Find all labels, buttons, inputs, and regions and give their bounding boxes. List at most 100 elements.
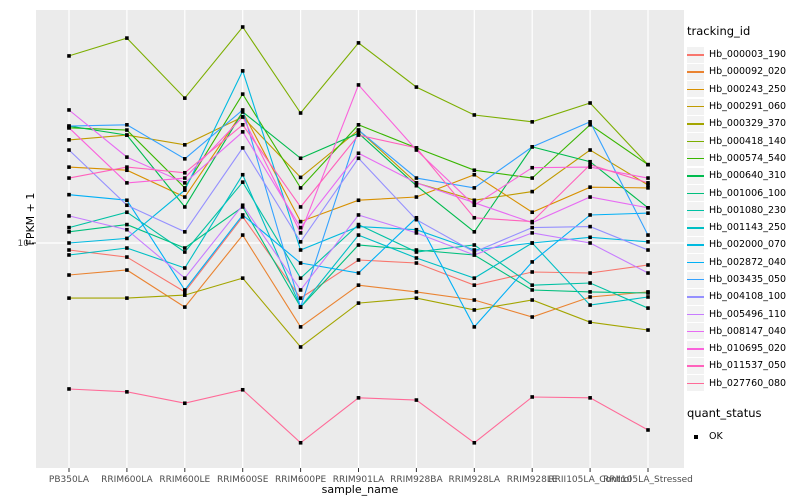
- data-point: [646, 206, 650, 210]
- data-point: [588, 195, 592, 199]
- x-tick-label: RRIM600SE: [217, 475, 269, 485]
- legend-label: Hb_000243_250: [709, 83, 787, 95]
- legend-item-Hb_001143_250: Hb_001143_250: [687, 219, 800, 236]
- data-point: [183, 401, 187, 406]
- data-point: [530, 145, 534, 149]
- data-point: [472, 198, 477, 203]
- legend-key-swatch: [687, 219, 704, 236]
- data-point: [183, 250, 187, 254]
- data-point: [125, 236, 129, 241]
- data-point: [298, 240, 303, 244]
- data-point: [588, 162, 592, 167]
- data-point: [414, 195, 419, 199]
- data-point: [240, 92, 245, 96]
- data-point: [472, 250, 477, 254]
- data-point: [183, 230, 187, 234]
- data-point: [183, 188, 187, 192]
- data-point: [298, 276, 303, 280]
- data-point: [414, 256, 419, 260]
- y-tick-label: 10: [18, 239, 30, 249]
- data-point: [472, 325, 477, 329]
- data-point: [183, 176, 187, 180]
- data-point: [298, 248, 303, 252]
- data-point: [414, 231, 419, 235]
- data-point: [646, 295, 650, 299]
- legend-key-line-icon: [687, 227, 704, 229]
- legend-key-swatch: [687, 306, 704, 323]
- legend-key-swatch: [687, 323, 704, 340]
- data-point: [530, 241, 534, 245]
- data-point: [356, 133, 361, 137]
- legend-key-swatch: [687, 254, 704, 271]
- data-point: [646, 181, 650, 185]
- data-point: [67, 138, 71, 142]
- legend-key-line-icon: [687, 365, 704, 367]
- x-tick-label: RRIM600LA: [101, 475, 153, 485]
- legend-key-line-icon: [687, 382, 704, 385]
- data-point: [414, 181, 419, 185]
- data-point: [356, 198, 361, 203]
- data-point: [183, 305, 187, 309]
- data-point: [646, 428, 650, 432]
- data-point: [183, 266, 187, 270]
- data-point: [646, 240, 650, 244]
- data-point: [298, 225, 303, 230]
- data-point: [356, 233, 361, 237]
- data-point: [530, 120, 534, 124]
- data-point: [67, 126, 71, 130]
- legend-item-Hb_001006_100: Hb_001006_100: [687, 184, 800, 202]
- legend-key-line-icon: [687, 279, 704, 281]
- legend-item-Hb_001080_230: Hb_001080_230: [687, 202, 800, 219]
- data-point: [240, 69, 245, 73]
- data-point: [414, 296, 419, 300]
- legend-item-Hb_010695_020: Hb_010695_020: [687, 340, 800, 357]
- data-point: [588, 295, 592, 299]
- data-point: [530, 210, 534, 215]
- data-point: [356, 222, 361, 227]
- data-point: [356, 396, 361, 400]
- legend-key-line-icon: [687, 192, 704, 194]
- data-point: [472, 215, 477, 220]
- data-point: [240, 25, 245, 29]
- legend-label: Hb_000291_060: [709, 101, 787, 113]
- legend-item-Hb_000329_370: Hb_000329_370: [687, 115, 800, 132]
- legend-key-line-icon: [687, 244, 704, 246]
- data-point: [356, 224, 361, 229]
- data-point: [472, 253, 477, 257]
- legend-key-swatch: [687, 150, 704, 167]
- legend-label: Hb_000092_020: [709, 66, 787, 78]
- data-point: [472, 440, 477, 445]
- legend-key-swatch: [687, 185, 704, 202]
- legend-label: OK: [709, 431, 723, 443]
- legend-key-swatch: [687, 115, 704, 132]
- data-point: [183, 246, 187, 250]
- data-point: [125, 227, 129, 232]
- data-point: [646, 306, 650, 310]
- data-point: [588, 148, 592, 152]
- legend-key-line-icon: [687, 123, 704, 125]
- legend-label: Hb_000574_540: [709, 152, 787, 164]
- legend-item-Hb_002872_040: Hb_002872_040: [687, 254, 800, 271]
- data-point: [240, 130, 245, 134]
- legend-item-Hb_000243_250: Hb_000243_250: [687, 81, 800, 98]
- data-point: [240, 110, 245, 114]
- data-point: [646, 233, 650, 237]
- data-point: [183, 293, 187, 297]
- data-point: [125, 222, 129, 227]
- data-point: [414, 215, 419, 220]
- x-tick-label: RRIM600PE: [275, 475, 327, 485]
- x-tick-label: RRIM928LA: [449, 475, 501, 485]
- legend-label: Hb_010695_020: [709, 343, 787, 355]
- data-point: [125, 210, 129, 215]
- legend-item-Hb_000640_310: Hb_000640_310: [687, 167, 800, 184]
- data-point: [530, 395, 534, 399]
- data-point: [646, 211, 650, 215]
- legend-label: Hb_000640_310: [709, 170, 787, 182]
- data-point: [472, 243, 477, 247]
- data-point: [472, 168, 477, 173]
- legend-label: Hb_003435_050: [709, 274, 787, 285]
- data-point: [240, 233, 245, 237]
- data-point: [298, 325, 303, 329]
- legend-key-line-icon: [687, 348, 704, 350]
